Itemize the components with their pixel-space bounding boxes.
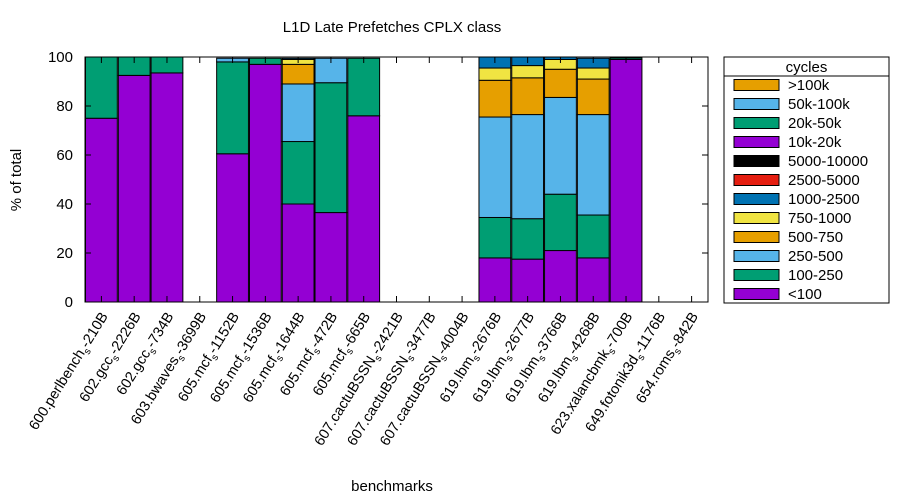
legend-item-label: 5000-10000 — [788, 153, 868, 170]
legend-swatch — [733, 250, 780, 262]
legend-swatch — [733, 269, 780, 281]
bar-segment — [117, 74, 151, 303]
legend-swatch — [733, 79, 780, 91]
legend-item-label: 1000-2500 — [788, 191, 860, 208]
bar-segment — [576, 67, 610, 80]
bar-segment — [150, 72, 184, 303]
legend-title: cycles — [786, 59, 828, 76]
legend-swatch — [733, 193, 780, 205]
legend-item-label: 500-750 — [788, 229, 843, 246]
legend-item-label: 750-1000 — [788, 210, 851, 227]
bar-segment — [576, 114, 610, 216]
legend-swatch — [733, 174, 780, 186]
y-axis-label: % of total — [8, 149, 25, 212]
y-tick-label: 60 — [56, 147, 73, 164]
x-axis-label: benchmarks — [351, 478, 433, 495]
legend-item-label: 2500-5000 — [788, 172, 860, 189]
legend-item-label: <100 — [788, 286, 822, 303]
legend-item-label: 20k-50k — [788, 115, 842, 132]
bar-segment — [216, 61, 249, 155]
legend-item-label: 10k-20k — [788, 134, 842, 151]
legend-swatch — [733, 212, 780, 224]
bar-segment — [281, 203, 315, 303]
bar-segment — [314, 82, 348, 214]
legend-swatch — [733, 288, 780, 300]
legend-item-label: >100k — [788, 77, 830, 94]
bar-segment — [544, 250, 577, 303]
bar-segment — [478, 67, 512, 81]
bar-segment — [478, 79, 512, 118]
bar-segment — [511, 77, 545, 116]
bar-segment — [281, 83, 315, 143]
bar-segment — [511, 114, 545, 220]
bar-segment — [478, 216, 512, 259]
bar-segment — [576, 214, 610, 259]
legend-swatch — [733, 136, 780, 148]
bar-segment — [576, 78, 610, 116]
legend-swatch — [733, 155, 780, 167]
legend-item-label: 100-250 — [788, 267, 843, 284]
legend-swatch — [733, 117, 780, 129]
bar-segment — [576, 257, 610, 303]
y-tick-label: 20 — [56, 245, 73, 262]
bar-segment — [347, 115, 381, 303]
bar-segment — [84, 56, 118, 119]
bar-segment — [544, 96, 577, 195]
bar-segment — [281, 141, 315, 205]
bar-segment — [281, 63, 315, 85]
bar-segment — [248, 63, 282, 303]
y-tick-label: 100 — [48, 49, 73, 66]
bar-segment — [84, 117, 118, 303]
legend-item-label: 50k-100k — [788, 96, 850, 113]
y-tick-label: 40 — [56, 196, 73, 213]
bar-segment — [511, 65, 545, 79]
bar-segment — [478, 257, 512, 303]
bar-segment — [314, 212, 348, 303]
legend-swatch — [733, 98, 780, 110]
chart-title: L1D Late Prefetches CPLX class — [283, 19, 501, 36]
bar-segment — [544, 193, 577, 252]
bar-segment — [511, 258, 545, 303]
bar-segment — [609, 58, 643, 303]
legend-item-label: 250-500 — [788, 248, 843, 265]
bar-segment — [511, 218, 545, 260]
bar-segment — [544, 68, 577, 98]
bar-segment — [347, 57, 381, 117]
y-tick-label: 80 — [56, 98, 73, 115]
y-axis: 0 20 40 60 80 100 — [48, 49, 708, 311]
bars-layer — [84, 56, 643, 303]
legend: cycles>100k 50k-100k 20k-50k 10k-20k 5000-10… — [723, 56, 890, 304]
bar-segment — [478, 116, 512, 218]
y-tick-label: 0 — [65, 294, 73, 311]
legend-swatch — [733, 231, 780, 243]
bar-segment — [216, 153, 249, 303]
